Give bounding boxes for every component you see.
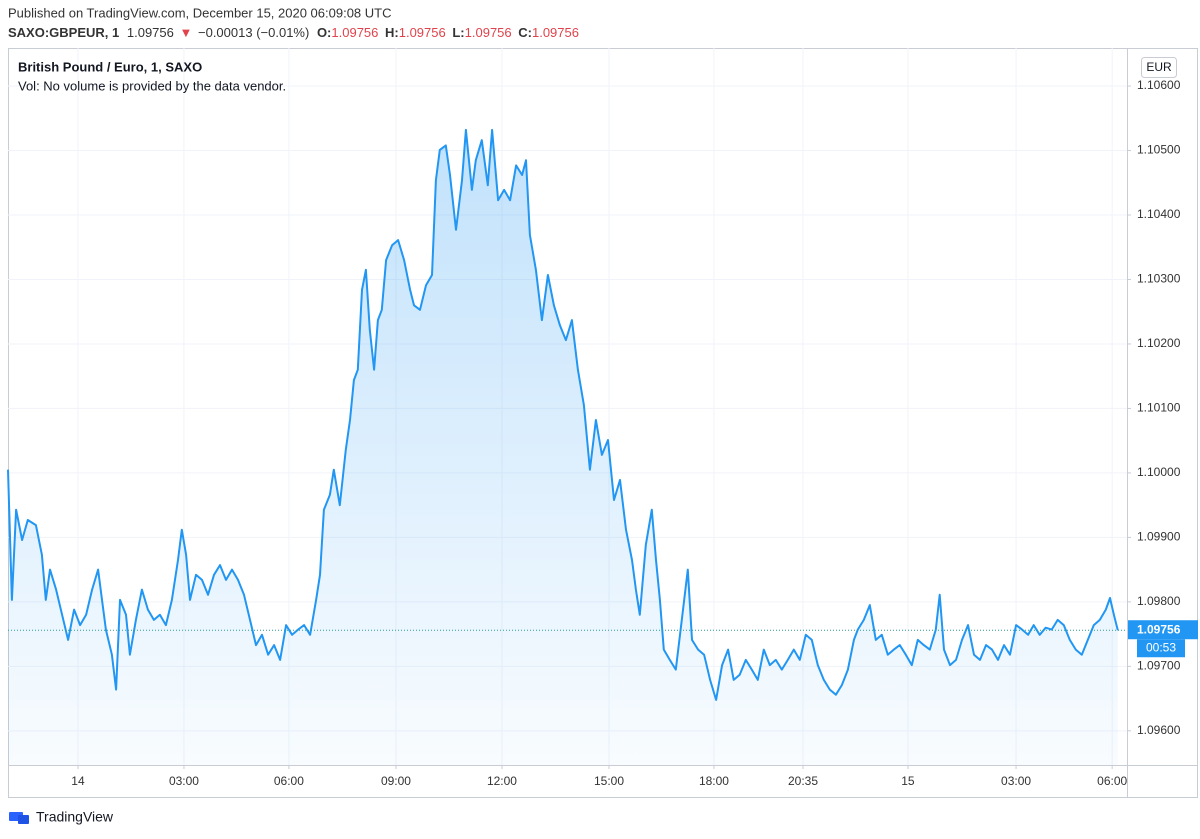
ohlc-label: O: (317, 25, 331, 40)
x-tick-label: 03:00 (1001, 774, 1031, 788)
x-tick-label: 03:00 (169, 774, 199, 788)
currency-box[interactable] (1141, 57, 1177, 78)
x-tick-label: 14 (71, 774, 85, 788)
x-tick-label: 15 (901, 774, 915, 788)
y-tick-label: 1.10400 (1137, 207, 1181, 221)
ohlc-value: 1.09756 (532, 25, 579, 40)
plot (7, 128, 1127, 765)
x-tick-label: 06:00 (274, 774, 304, 788)
grid (8, 48, 1127, 765)
y-tick-label: 1.09600 (1137, 723, 1181, 737)
ohlc-label: L: (452, 25, 464, 40)
y-tick-label: 1.10500 (1137, 143, 1181, 157)
countdown-box (1137, 639, 1185, 658)
last: 1.09756 (127, 25, 174, 40)
ohlc-value: 1.09756 (399, 25, 446, 40)
area-fill (8, 129, 1118, 765)
countdown: 00:53 (1146, 640, 1176, 654)
symbol: SAXO:GBPEUR, 1 (8, 25, 119, 40)
y-tick-label: 1.09800 (1137, 594, 1181, 608)
ohlc-label: C: (518, 25, 532, 40)
y-tick-label: 1.09700 (1137, 659, 1181, 673)
x-tick-label: 18:00 (699, 774, 729, 788)
logo: TradingView (9, 809, 114, 825)
symbol-line: SAXO:GBPEUR, 1 1.09756 ▼ −0.00013 (−0.01… (8, 25, 579, 40)
published: Published on TradingView.com, December 1… (8, 5, 392, 20)
logo-icon (18, 815, 29, 824)
x-tick-label: 12:00 (487, 774, 517, 788)
ohlc-value: 1.09756 (465, 25, 512, 40)
arrow: ▼ (180, 25, 193, 40)
y-tick-label: 1.10100 (1137, 401, 1181, 415)
last-price-label: 1.09756 (1137, 622, 1181, 636)
x-tick-label: 06:00 (1097, 774, 1127, 788)
y-tick-label: 1.10000 (1137, 465, 1181, 479)
x-tick-label: 09:00 (381, 774, 411, 788)
ohlc-value: 1.09756 (331, 25, 378, 40)
x-tick-label: 15:00 (594, 774, 624, 788)
currency[interactable]: EUR (1146, 60, 1172, 74)
y-tick-label: 1.09900 (1137, 530, 1181, 544)
change: −0.00013 (−0.01%) (198, 25, 309, 40)
axes: 1.09600 1.09700 1.09800 1.09900 1.10000 1.101… (71, 78, 1198, 788)
last-price-box (1128, 620, 1198, 640)
chart-subtitle: Vol: No volume is provided by the data v… (18, 78, 286, 93)
ohlc-label: H: (385, 25, 399, 40)
y-tick-label: 1.10200 (1137, 336, 1181, 350)
x-tick-label: 20:35 (788, 774, 818, 788)
y-tick-label: 1.10600 (1137, 78, 1181, 92)
frame (8, 48, 1198, 798)
price-line (7, 128, 1119, 701)
chart-title: British Pound / Euro, 1, SAXO (18, 59, 202, 74)
y-tick-label: 1.10300 (1137, 272, 1181, 286)
brand: TradingView (36, 809, 114, 825)
